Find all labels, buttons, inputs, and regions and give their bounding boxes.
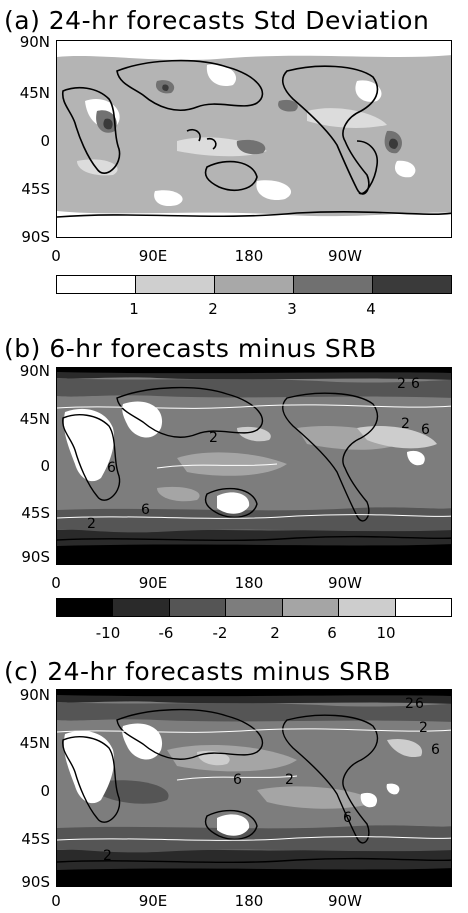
panel-c-contour-label: 2 <box>103 848 112 864</box>
panel-b-xtick-0: 0 <box>51 574 61 592</box>
panel-b-ytick-45n: 45N <box>19 410 50 428</box>
panel-b-xtick-90w: 90W <box>328 574 362 592</box>
panel-a-xtick-90e: 90E <box>138 247 168 265</box>
panel-b-colorbar-label-neg6: -6 <box>158 624 174 642</box>
panel-b-contour-label: 6 <box>141 502 150 518</box>
panel-c-ytick-90s: 90S <box>21 873 50 891</box>
panel-c-contour-label: 6 <box>415 696 424 712</box>
panel-c-xtick-90e: 90E <box>138 892 168 910</box>
panel-b-contour-label: 2 <box>397 376 406 392</box>
panel-b-colorbar-label-10: 10 <box>376 624 396 642</box>
panel-a-xtick-180: 180 <box>234 247 264 265</box>
panel-b-ytick-90s: 90S <box>21 548 50 566</box>
panel-c-title: (c) 24-hr forecasts minus SRB <box>4 657 392 686</box>
panel-b-contour-label: 6 <box>107 460 116 476</box>
panel-a-colorbar-segment-2 <box>215 276 294 293</box>
panel-a-colorbar-segment-4 <box>373 276 451 293</box>
panel-b-map: 2 6 2 6 2 6 2 6 <box>56 367 452 565</box>
panel-b-colorbar-segment-6 <box>395 599 451 616</box>
panel-b-colorbar-segment-5 <box>339 599 396 616</box>
panel-a-ytick-0: 0 <box>40 132 50 150</box>
panel-c-contour-label: 2 <box>285 772 294 788</box>
panel-c-ytick-90n: 90N <box>19 686 50 704</box>
panel-a-colorbar-segment-3 <box>294 276 373 293</box>
panel-b-title: (b) 6-hr forecasts minus SRB <box>4 334 377 363</box>
panel-c-map: 2 6 2 6 2 6 2 6 <box>56 689 452 887</box>
panel-c-contour-label: 2 <box>419 720 428 736</box>
panel-a-colorbar-label-2: 2 <box>208 300 218 318</box>
panel-c-xtick-180: 180 <box>234 892 264 910</box>
panel-a-map <box>56 40 452 238</box>
panel-b-colorbar-segment-0 <box>57 599 114 616</box>
panel-b-colorbar-label-6: 6 <box>327 624 337 642</box>
panel-b-colorbar <box>56 598 452 617</box>
panel-a-xtick-0: 0 <box>51 247 61 265</box>
panel-b-ytick-45s: 45S <box>21 504 50 522</box>
panel-a-colorbar-label-3: 3 <box>287 300 297 318</box>
panel-b-ytick-0: 0 <box>40 457 50 475</box>
panel-c-contour-label: 2 <box>405 696 414 712</box>
panel-b-xtick-90e: 90E <box>138 574 168 592</box>
panel-b-colorbar-segment-2 <box>169 599 227 616</box>
panel-b-contour-label: 2 <box>87 516 96 532</box>
panel-a-colorbar-label-4: 4 <box>366 300 376 318</box>
panel-b-colorbar-segment-4 <box>282 599 340 616</box>
panel-c-contour-label: 6 <box>343 810 352 826</box>
panel-a-ytick-90s: 90S <box>21 228 50 246</box>
panel-a-colorbar-segment-1 <box>136 276 215 293</box>
panel-b-contour-label: 2 <box>209 430 218 446</box>
panel-c-ytick-0: 0 <box>40 782 50 800</box>
panel-a-ytick-90n: 90N <box>19 33 50 51</box>
panel-c-contour-label: 6 <box>233 772 242 788</box>
panel-c-xtick-0: 0 <box>51 892 61 910</box>
panel-c-ytick-45s: 45S <box>21 830 50 848</box>
panel-a-xtick-90w: 90W <box>328 247 362 265</box>
panel-a-title: (a) 24-hr forecasts Std Deviation <box>4 6 430 35</box>
panel-b-contour-label: 2 <box>401 416 410 432</box>
panel-b-colorbar-segment-3 <box>226 599 283 616</box>
panel-c-contour-label: 6 <box>431 742 440 758</box>
panel-b-colorbar-label-neg10: -10 <box>95 624 121 642</box>
panel-c-ytick-45n: 45N <box>19 734 50 752</box>
panel-a-colorbar <box>56 275 452 294</box>
panel-b-colorbar-label-2: 2 <box>270 624 280 642</box>
panel-b-ytick-90n: 90N <box>19 362 50 380</box>
panel-b-contour-label: 6 <box>421 422 430 438</box>
panel-b-colorbar-label-neg2: -2 <box>212 624 228 642</box>
panel-a-colorbar-label-1: 1 <box>129 300 139 318</box>
panel-a-ytick-45n: 45N <box>19 84 50 102</box>
panel-b-contour-label: 6 <box>411 376 420 392</box>
panel-a-ytick-45s: 45S <box>21 180 50 198</box>
panel-b-colorbar-segment-1 <box>113 599 170 616</box>
panel-a-colorbar-segment-0 <box>57 276 136 293</box>
panel-b-xtick-180: 180 <box>234 574 264 592</box>
panel-c-xtick-90w: 90W <box>328 892 362 910</box>
